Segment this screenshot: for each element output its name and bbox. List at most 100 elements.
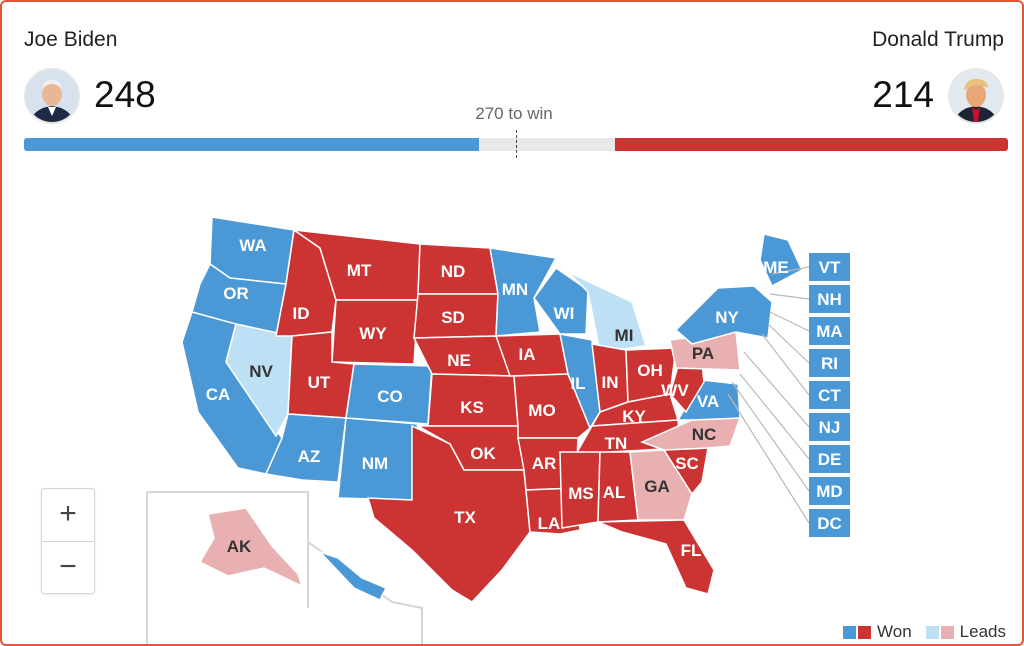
- state-mn[interactable]: [489, 247, 558, 337]
- state-label-az: AZ: [298, 447, 321, 466]
- state-tx[interactable]: [366, 424, 531, 603]
- state-label-or: OR: [223, 284, 249, 303]
- biden-portrait-icon: [24, 68, 80, 124]
- state-label-ut: UT: [308, 373, 331, 392]
- state-label-al: AL: [603, 483, 626, 502]
- state-label-ny: NY: [715, 308, 739, 327]
- state-label-pa: PA: [692, 344, 714, 363]
- state-wy[interactable]: [331, 299, 419, 365]
- legend-dem-won-swatch: [843, 625, 857, 639]
- state-label-wi: WI: [554, 304, 575, 323]
- state-me[interactable]: [759, 233, 803, 288]
- dem-progress-fill: [24, 138, 480, 151]
- callout-line-de: [739, 373, 810, 460]
- rep-electoral-votes: 214: [872, 74, 934, 115]
- callout-line-nj: [743, 351, 810, 428]
- state-box-nj[interactable]: [809, 413, 850, 441]
- state-wv[interactable]: [669, 363, 705, 414]
- state-label-in: IN: [602, 373, 619, 392]
- state-label-ms: MS: [568, 484, 594, 503]
- legend-rep-won-swatch: [858, 625, 872, 639]
- state-label-sd: SD: [441, 308, 465, 327]
- state-label-tx: TX: [454, 508, 476, 527]
- state-wi[interactable]: [533, 266, 589, 335]
- state-label-ga: GA: [644, 477, 670, 496]
- state-ga[interactable]: [629, 449, 693, 521]
- state-label-ok: OK: [470, 444, 496, 463]
- state-label-nc: NC: [692, 425, 717, 444]
- callout-line-md: [731, 381, 810, 492]
- state-box-de[interactable]: [809, 445, 850, 473]
- state-label-sc: SC: [675, 454, 699, 473]
- legend-won-label: Won: [877, 622, 912, 641]
- callout-line-ma: [769, 311, 810, 332]
- state-hi[interactable]: [319, 551, 388, 601]
- state-box-label-nh: NH: [817, 290, 842, 309]
- state-label-oh: OH: [637, 361, 663, 380]
- dem-candidate-name: Joe Biden: [24, 28, 118, 51]
- state-label-mt: MT: [347, 261, 372, 280]
- state-label-co: CO: [377, 387, 403, 406]
- state-box-ma[interactable]: [809, 317, 850, 345]
- state-ky[interactable]: [590, 393, 679, 427]
- state-box-label-ri: RI: [821, 354, 838, 373]
- callout-line-vt: [771, 266, 810, 275]
- state-box-dc[interactable]: [809, 509, 850, 537]
- zoom-in-button[interactable]: +: [42, 489, 94, 542]
- state-box-label-md: MD: [816, 482, 842, 501]
- state-label-ca: CA: [206, 385, 231, 404]
- zoom-out-button[interactable]: −: [59, 550, 77, 583]
- legend-dem-leads-swatch: [925, 625, 939, 639]
- legend-leads-label: Leads: [959, 622, 1006, 641]
- state-label-ks: KS: [460, 398, 484, 417]
- trump-portrait-icon: [948, 68, 1004, 124]
- legend: Won Leads: [843, 622, 1006, 642]
- state-label-ar: AR: [532, 454, 557, 473]
- state-fl[interactable]: [597, 519, 715, 595]
- state-label-mi: MI: [615, 326, 634, 345]
- rep-progress-fill: [615, 138, 1008, 151]
- threshold-marker: [516, 130, 517, 158]
- state-box-label-ct: CT: [818, 386, 841, 405]
- state-box-label-vt: VT: [819, 258, 841, 277]
- callout-line-dc: [727, 393, 810, 524]
- state-box-ri[interactable]: [809, 349, 850, 377]
- state-ak[interactable]: [198, 507, 304, 588]
- state-label-me: ME: [763, 258, 789, 277]
- state-label-la: LA: [538, 514, 561, 533]
- state-label-nm: NM: [362, 454, 388, 473]
- state-label-ne: NE: [447, 351, 471, 370]
- state-label-wv: WV: [661, 381, 689, 400]
- state-box-md[interactable]: [809, 477, 850, 505]
- threshold-label: 270 to win: [475, 104, 553, 123]
- state-box-vt[interactable]: [809, 253, 850, 281]
- state-label-ak: AK: [227, 537, 252, 556]
- state-box-nh[interactable]: [809, 285, 850, 313]
- state-label-va: VA: [697, 392, 719, 411]
- rep-candidate-name: Donald Trump: [872, 28, 1004, 51]
- dem-electoral-votes: 248: [94, 74, 156, 115]
- state-box-ct[interactable]: [809, 381, 850, 409]
- state-label-mn: MN: [502, 280, 528, 299]
- state-label-id: ID: [293, 304, 310, 323]
- state-label-nd: ND: [441, 262, 466, 281]
- legend-rep-leads-swatch: [940, 625, 954, 639]
- state-label-hi: HI: [337, 583, 354, 602]
- state-label-fl: FL: [681, 541, 702, 560]
- state-box-label-nj: NJ: [819, 418, 841, 437]
- state-label-il: IL: [570, 374, 585, 393]
- state-label-wy: WY: [359, 324, 387, 343]
- state-box-label-dc: DC: [817, 514, 842, 533]
- state-box-label-ma: MA: [816, 322, 842, 341]
- callout-line-ri: [767, 323, 810, 364]
- state-label-ia: IA: [519, 345, 536, 364]
- state-ny[interactable]: [674, 285, 773, 345]
- callout-line-ct: [761, 333, 810, 396]
- zoom-control: + −: [41, 488, 95, 594]
- state-box-label-de: DE: [818, 450, 842, 469]
- callout-line-nh: [769, 293, 810, 300]
- state-label-mo: MO: [528, 401, 555, 420]
- state-label-ky: KY: [622, 407, 646, 426]
